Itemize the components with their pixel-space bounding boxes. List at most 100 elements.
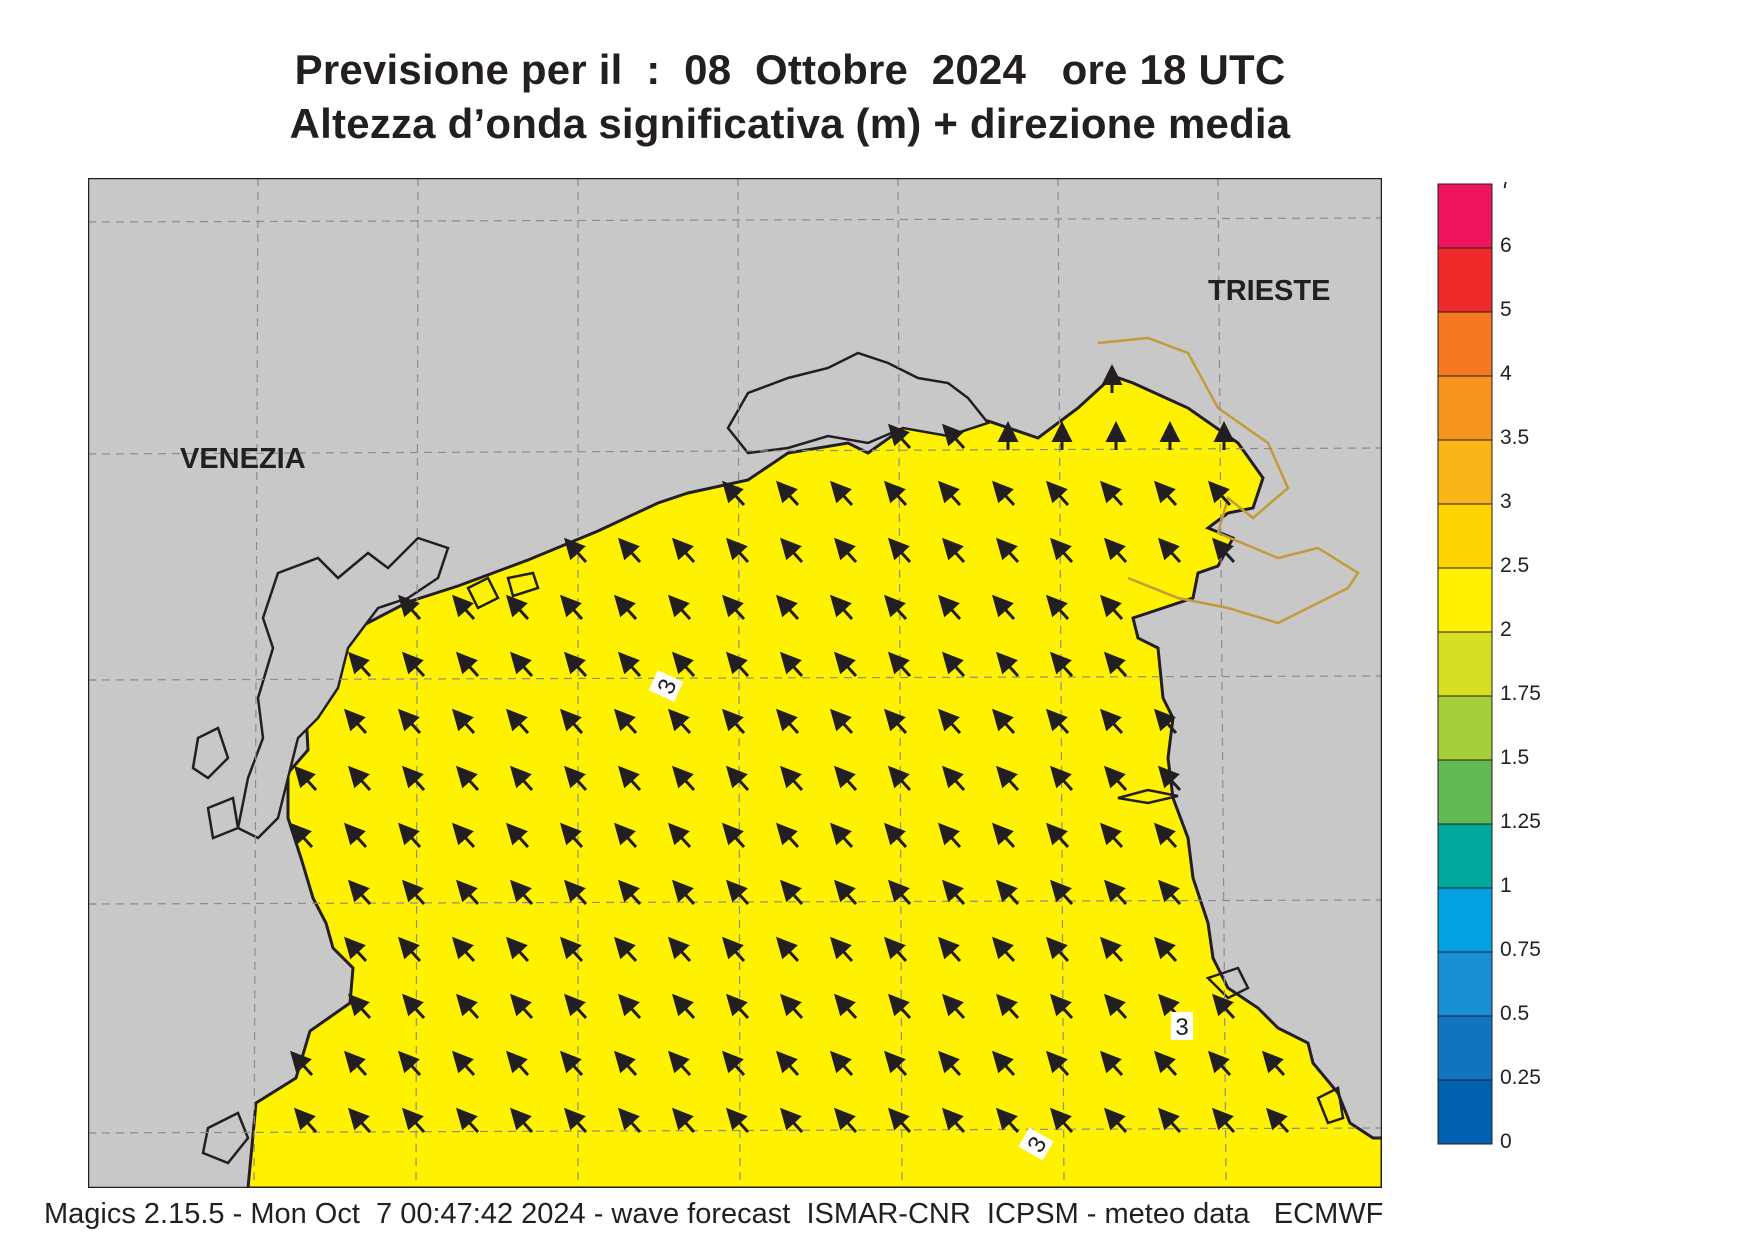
wave-direction-arrow [725,993,750,1020]
wave-direction-arrow [995,1107,1020,1134]
wave-direction-arrow [1045,1050,1070,1077]
legend-color-box [1437,1015,1493,1081]
wave-direction-arrow [995,651,1020,678]
wave-direction-arrow [1153,822,1178,849]
wave-direction-arrow [721,1050,746,1077]
wave-direction-arrow [775,936,800,963]
wave-direction-arrow [671,993,696,1020]
wave-direction-arrow [293,1107,318,1134]
wave-direction-arrow [937,936,962,963]
wave-direction-arrow [1103,1107,1128,1134]
wave-direction-arrow [1153,1050,1178,1077]
legend-label: 4 [1500,362,1512,385]
color-scale-legend: 7 6 5 4 3.5 3 2.5 2 1.75 1.5 1.25 1 0.75 0.5 0.25 0 [1437,182,1541,1153]
wave-direction-arrow [725,765,750,792]
wave-direction-arrow [1045,936,1070,963]
wave-direction-arrow [775,1050,800,1077]
legend-label: 2 [1500,618,1512,641]
wave-direction-arrow [779,879,804,906]
wave-direction-arrow [455,993,480,1020]
wave-direction-arrow [721,822,746,849]
wave-direction-arrow [1103,879,1128,906]
wave-direction-arrow [941,423,966,450]
wave-direction-arrow [941,993,966,1020]
wave-direction-arrow [1103,993,1128,1020]
legend-color-box [1437,695,1493,761]
wave-direction-arrow [1157,537,1182,564]
wave-direction-arrow [937,480,962,507]
wave-direction-arrow [883,480,908,507]
wave-direction-arrow [343,822,368,849]
wave-direction-arrow [991,822,1016,849]
wave-direction-arrow [941,537,966,564]
country-border [1097,336,1360,625]
wave-direction-arrow [1099,708,1124,735]
wave-direction-arrow [293,765,318,792]
wave-direction-arrow [1261,1050,1286,1077]
legend-color-box [1437,759,1493,825]
wave-direction-arrow [883,822,908,849]
wave-direction-arrow [1207,1050,1232,1077]
wave-direction-arrow [941,879,966,906]
wave-direction-arrow [995,993,1020,1020]
wave-direction-arrow [671,879,696,906]
wave-direction-arrow [617,879,642,906]
wave-direction-arrow [397,594,422,621]
wave-direction-arrow [401,879,426,906]
wave-direction-arrow [1211,993,1236,1020]
wave-direction-arrow [1049,1107,1074,1134]
wave-direction-arrow [505,1050,530,1077]
wave-direction-arrow [559,822,584,849]
wave-direction-arrow [563,1107,588,1134]
legend-label: 0.5 [1500,1002,1529,1025]
wave-direction-arrow [563,765,588,792]
wave-direction-arrow [937,1050,962,1077]
wave-direction-arrow [725,1107,750,1134]
wave-direction-arrow [617,537,642,564]
wave-direction-arrow [397,1050,422,1077]
contour-label: 3 [648,670,684,702]
wave-direction-arrow [1049,765,1074,792]
wave-direction-arrow [887,993,912,1020]
wave-direction-arrow [779,993,804,1020]
legend-label: 3 [1500,490,1512,513]
wave-direction-arrow [509,651,534,678]
wave-direction-arrow [829,708,854,735]
wave-direction-arrow [617,651,642,678]
legend-label: 5 [1500,298,1512,321]
wave-direction-arrow [775,480,800,507]
wave-direction-arrow [451,594,476,621]
wave-direction-arrow [995,879,1020,906]
map-frame [88,178,1382,1188]
istria-coast [1117,788,1345,1125]
wave-direction-arrow [347,1107,372,1134]
wave-direction-arrow [883,594,908,621]
wave-direction-arrow [505,822,530,849]
wave-direction-arrow [509,879,534,906]
legend-color-box [1437,375,1493,441]
wave-direction-arrow [991,936,1016,963]
wave-direction-arrow [887,651,912,678]
wave-direction-arrow [883,1050,908,1077]
legend-label: 0.75 [1500,938,1541,961]
wave-direction-arrow [559,594,584,621]
legend-color-box [1437,631,1493,697]
wave-direction-arrow [563,537,588,564]
wave-direction-arrow [667,936,692,963]
wave-direction-arrow [1099,480,1124,507]
wave-direction-arrow [779,651,804,678]
wave-direction-arrow [509,765,534,792]
legend-color-box [1437,439,1493,505]
wave-direction-arrow [667,822,692,849]
wave-direction-arrow [613,822,638,849]
wave-direction-arrow [1045,594,1070,621]
wave-direction-arrow [509,1107,534,1134]
wave-direction-arrow [455,651,480,678]
city-label-trieste: TRIESTE [1208,275,1330,307]
wave-direction-arrow [401,765,426,792]
wave-direction-arrow [1153,480,1178,507]
legend-color-box [1437,567,1493,633]
wave-direction-arrow [887,537,912,564]
wave-direction-arrow [559,936,584,963]
wave-direction-arrow [937,708,962,735]
